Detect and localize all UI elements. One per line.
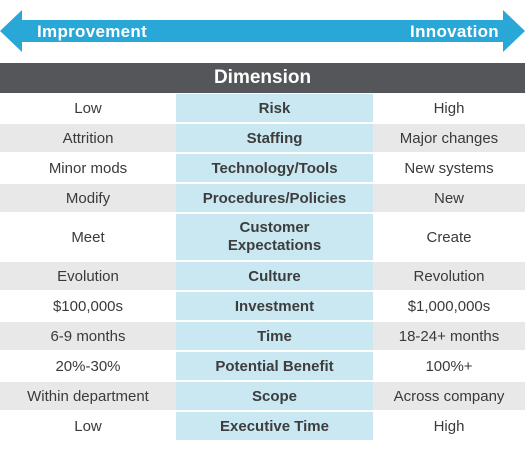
improvement-cell: 20%-30% — [55, 357, 121, 375]
improvement-cell: 6-9 months — [50, 327, 126, 345]
table-row: 6-9 months Time 18-24+ months — [0, 322, 525, 352]
innovation-cell: 100%+ — [425, 357, 473, 375]
innovation-cell: Major changes — [399, 129, 499, 147]
innovation-cell: $1,000,000s — [407, 297, 491, 315]
table-row: Evolution Culture Revolution — [0, 262, 525, 292]
dimension-cell: Investment — [176, 292, 373, 320]
dimension-cell: Staffing — [176, 124, 373, 152]
table-row: $100,000s Investment $1,000,000s — [0, 292, 525, 322]
table-row: Low Risk High — [0, 94, 525, 124]
dimension-cell: Time — [176, 322, 373, 350]
table-row: Minor mods Technology/Tools New systems — [0, 154, 525, 184]
improvement-cell: Within department — [27, 387, 149, 405]
improvement-cell: Meet — [71, 228, 105, 246]
innovation-cell: New — [433, 189, 464, 207]
innovation-cell: Create — [426, 228, 472, 246]
improvement-label: Improvement — [37, 22, 148, 41]
improvement-cell: $100,000s — [52, 297, 124, 315]
innovation-cell: Across company — [393, 387, 505, 405]
dimension-cell: Potential Benefit — [176, 352, 373, 380]
improvement-cell: Low — [74, 417, 102, 435]
table-row: Low Executive Time High — [0, 412, 525, 442]
dimension-cell: Technology/Tools — [176, 154, 373, 182]
improvement-cell: Minor mods — [48, 159, 128, 177]
improvement-cell: Modify — [65, 189, 111, 207]
dimension-line-2: Expectations — [227, 237, 322, 254]
innovation-cell: High — [433, 99, 465, 117]
improvement-cell: Low — [74, 99, 102, 117]
innovation-cell: Revolution — [413, 267, 485, 285]
innovation-cell: 18-24+ months — [398, 327, 500, 345]
improvement-cell: Evolution — [57, 267, 119, 285]
innovation-cell: New systems — [404, 159, 494, 177]
comparison-table: Low Risk High Attrition Staffing Major c… — [0, 94, 525, 442]
dimension-cell: Customer Expectations — [176, 214, 373, 260]
double-arrow-icon — [0, 10, 525, 52]
table-row: Modify Procedures/Policies New — [0, 184, 525, 214]
innovation-label: Innovation — [410, 22, 499, 41]
dimension-cell: Risk — [176, 94, 373, 122]
dimension-cell: Procedures/Policies — [176, 184, 373, 212]
dimension-cell: Culture — [176, 262, 373, 290]
table-row: Within department Scope Across company — [0, 382, 525, 412]
table-row: Attrition Staffing Major changes — [0, 124, 525, 154]
innovation-cell: High — [433, 417, 465, 435]
improvement-cell: Attrition — [62, 129, 114, 147]
table-row: Meet Customer Expectations Create — [0, 214, 525, 262]
dimension-cell: Executive Time — [176, 412, 373, 440]
dimension-header: Dimension — [0, 63, 525, 93]
improvement-innovation-arrow: Improvement Innovation — [0, 10, 525, 52]
dimension-line-1: Customer — [239, 219, 310, 236]
table-row: 20%-30% Potential Benefit 100%+ — [0, 352, 525, 382]
dimension-cell: Scope — [176, 382, 373, 410]
